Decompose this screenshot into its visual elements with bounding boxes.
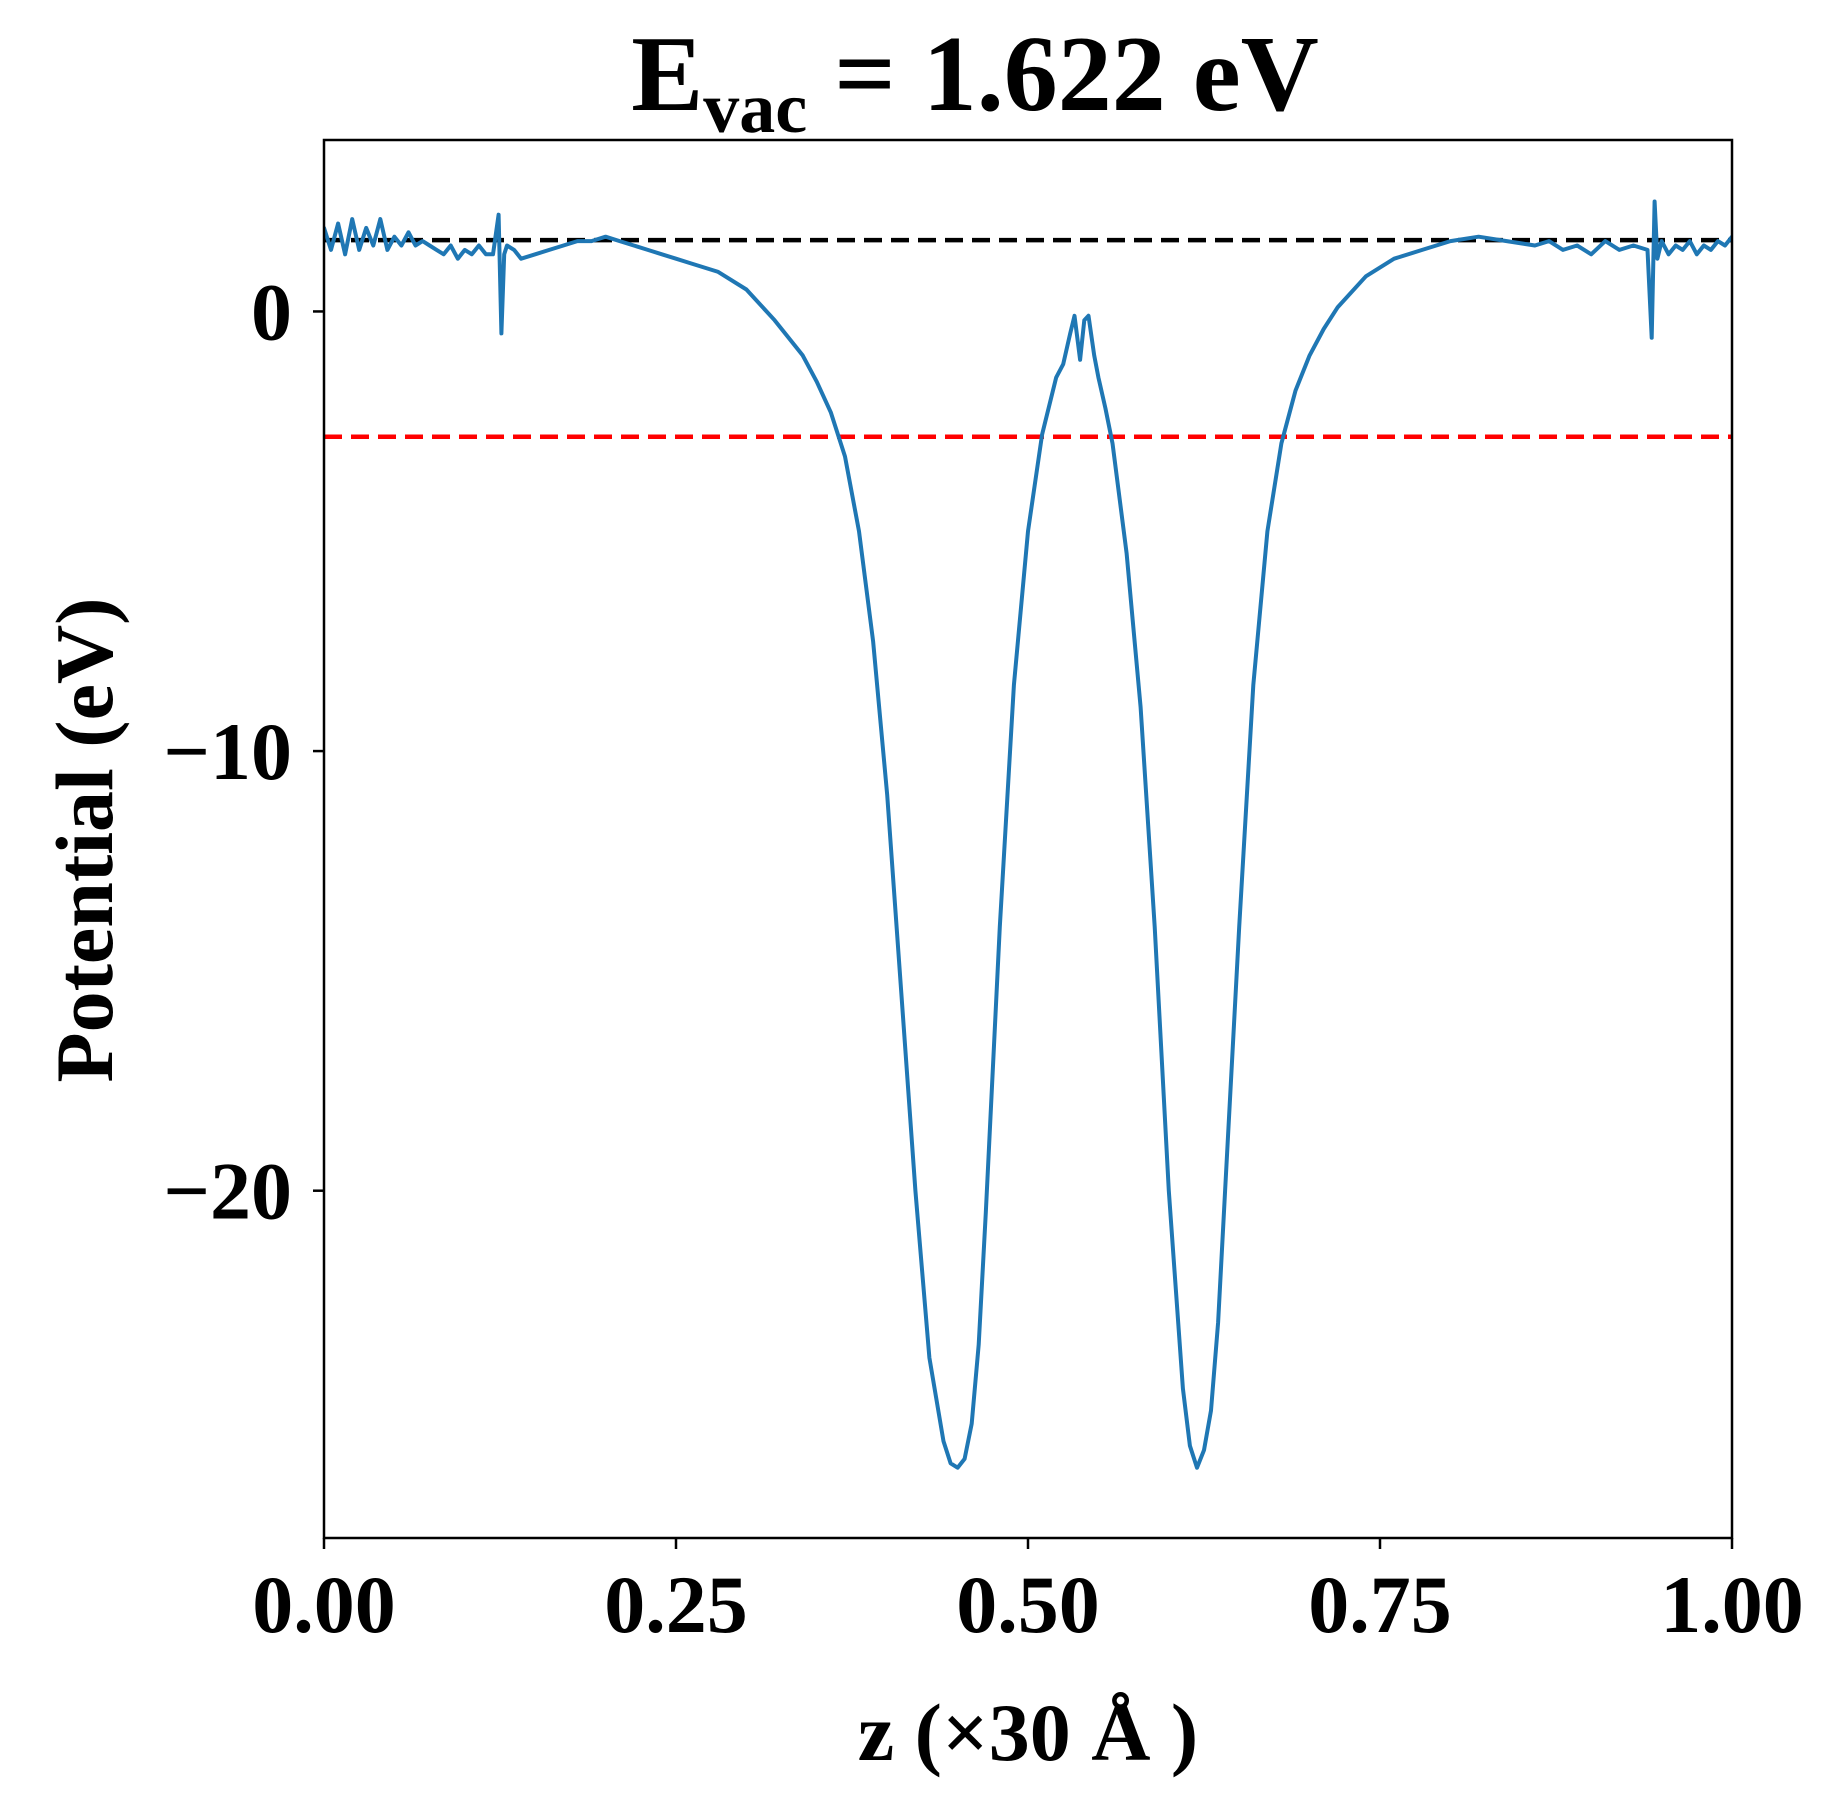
y-axis-label: Potential (eV): [39, 598, 130, 1083]
chart-title-suffix: = 1.622 eV: [807, 15, 1318, 134]
chart-title: Evac = 1.622 eV: [631, 15, 1319, 148]
plot-frame: [322, 138, 1734, 1540]
x-tick-label-2: 0.50: [956, 1559, 1100, 1650]
y-tick-label-0: 0: [251, 266, 292, 357]
series-group: [324, 199, 1732, 1470]
y-tick-label-2: −20: [163, 1146, 292, 1237]
x-tick-label-1: 0.25: [604, 1559, 748, 1650]
series-line-0: [324, 199, 1732, 1470]
x-axis-label: z (×30 Å ): [858, 1687, 1198, 1778]
x-tick-label-4: 1.00: [1660, 1559, 1804, 1650]
y-tick-label-1: −10: [163, 706, 292, 797]
x-tick-label-3: 0.75: [1308, 1559, 1452, 1650]
chart-title-main: E: [631, 15, 703, 134]
reference-lines: [324, 237, 1732, 439]
y-axis-ticks: 0 −10 −20: [163, 266, 324, 1237]
chart-title-subscript: vac: [703, 68, 807, 148]
x-tick-label-0: 0.00: [252, 1559, 396, 1650]
x-axis-ticks: 0.00 0.25 0.50 0.75 1.00: [252, 1538, 1804, 1650]
